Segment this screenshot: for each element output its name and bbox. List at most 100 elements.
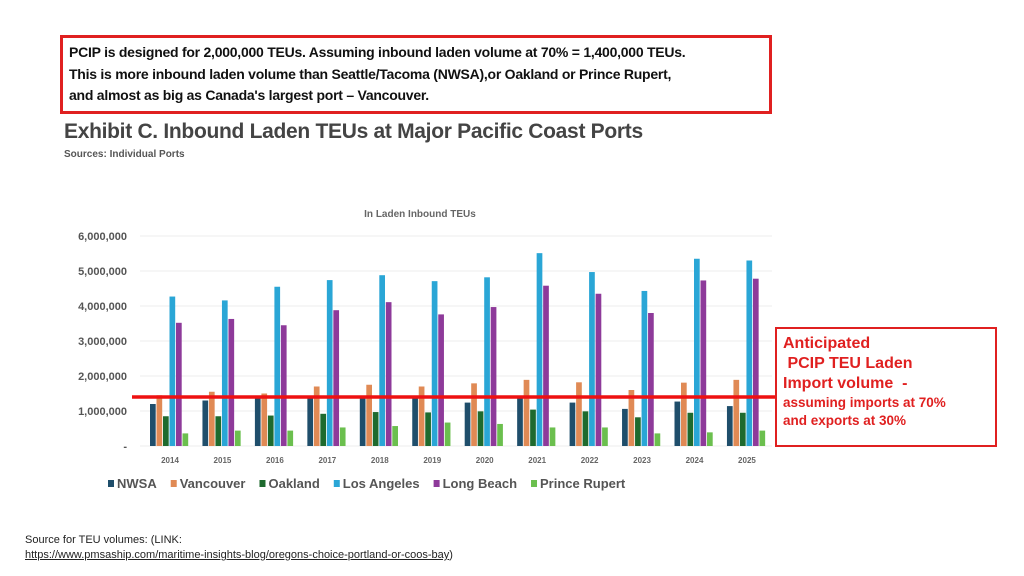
chart-title: In Laden Inbound TEUs	[364, 209, 476, 220]
bar-oakland-2023	[635, 417, 641, 446]
bar-long-beach-2017	[333, 310, 340, 446]
bar-los-angeles-2014	[169, 296, 176, 446]
bar-prince-rupert-2019	[444, 422, 451, 446]
bar-los-angeles-2021	[536, 253, 543, 446]
bar-long-beach-2019	[438, 314, 444, 446]
x-tick-label: 2020	[476, 456, 494, 465]
legend-swatch-nwsa	[108, 480, 114, 487]
x-tick-label: 2021	[528, 456, 546, 465]
pcip-note-box: PCIP is designed for 2,000,000 TEUs. Ass…	[60, 35, 772, 114]
callout-line-5: and exports at 30%	[783, 413, 907, 428]
bar-vancouver-2025	[733, 379, 740, 446]
bar-nwsa-2017	[307, 397, 314, 446]
bar-vancouver-2019	[418, 386, 425, 446]
anticipated-volume-callout: Anticipated PCIP TEU Laden Import volume…	[775, 327, 997, 447]
x-tick-label: 2019	[423, 456, 441, 465]
legend-label: Los Angeles	[343, 476, 420, 491]
bar-prince-rupert-2024	[707, 432, 713, 446]
bar-long-beach-2024	[700, 280, 707, 446]
bar-long-beach-2016	[280, 325, 287, 446]
bar-nwsa-2018	[359, 397, 366, 446]
x-tick-label: 2025	[738, 456, 756, 465]
x-tick-label: 2016	[266, 456, 284, 465]
bar-oakland-2014	[163, 416, 169, 446]
x-tick-label: 2023	[633, 456, 651, 465]
bar-vancouver-2018	[366, 384, 372, 446]
bar-vancouver-2022	[576, 382, 582, 446]
source-link[interactable]: https://www.pmsaship.com/maritime-insigh…	[25, 549, 450, 561]
x-tick-label: 2022	[581, 456, 599, 465]
bar-oakland-2017	[320, 413, 327, 446]
bar-vancouver-2016	[261, 393, 268, 446]
bar-los-angeles-2016	[274, 286, 281, 446]
bar-los-angeles-2025	[746, 260, 753, 446]
bar-prince-rupert-2023	[654, 433, 661, 446]
legend-label: Prince Rupert	[540, 476, 626, 491]
legend-swatch-prince-rupert	[531, 480, 538, 487]
bar-oakland-2018	[372, 412, 379, 446]
legend-label: Oakland	[268, 476, 319, 491]
y-tick-label: 1,000,000	[78, 406, 127, 418]
bar-long-beach-2015	[228, 318, 235, 446]
bar-nwsa-2016	[254, 397, 261, 446]
source-close: )	[449, 549, 453, 561]
bar-oakland-2019	[425, 412, 431, 446]
bar-oakland-2016	[267, 415, 274, 446]
bar-vancouver-2024	[681, 382, 687, 446]
bar-nwsa-2025	[726, 406, 733, 446]
bar-prince-rupert-2017	[339, 427, 346, 446]
x-tick-label: 2014	[161, 456, 179, 465]
y-tick-label: 4,000,000	[78, 301, 127, 313]
bar-nwsa-2024	[674, 401, 681, 446]
bar-prince-rupert-2014	[182, 433, 189, 446]
bar-los-angeles-2022	[589, 272, 595, 446]
bar-los-angeles-2017	[326, 280, 333, 446]
bar-vancouver-2014	[156, 395, 163, 446]
legend-swatch-vancouver	[170, 480, 177, 487]
bar-los-angeles-2020	[484, 277, 490, 446]
note-line-1: PCIP is designed for 2,000,000 TEUs. Ass…	[69, 44, 686, 60]
bar-vancouver-2017	[313, 386, 320, 446]
bar-oakland-2024	[687, 412, 694, 446]
callout-line-2: PCIP TEU Laden	[783, 355, 913, 372]
exhibit-sources: Sources: Individual Ports	[64, 149, 185, 160]
source-footer: Source for TEU volumes: (LINK: https://w…	[25, 533, 453, 563]
bar-prince-rupert-2018	[392, 426, 398, 446]
bar-oakland-2022	[582, 411, 589, 446]
legend-label: Vancouver	[180, 476, 246, 491]
note-line-3: and almost as big as Canada's largest po…	[69, 87, 429, 103]
bar-los-angeles-2018	[379, 275, 385, 446]
y-tick-label: 2,000,000	[78, 371, 127, 383]
bar-long-beach-2018	[385, 302, 392, 446]
y-tick-label: 6,000,000	[78, 231, 127, 243]
bar-nwsa-2021	[517, 397, 523, 446]
callout-line-3: Import volume -	[783, 375, 908, 392]
x-tick-label: 2017	[318, 456, 336, 465]
bar-oakland-2021	[530, 409, 536, 446]
legend-label: NWSA	[117, 476, 157, 491]
bar-long-beach-2022	[595, 293, 602, 446]
bar-prince-rupert-2025	[759, 430, 766, 446]
y-tick-label: -	[123, 441, 127, 453]
x-tick-label: 2015	[214, 456, 232, 465]
bar-vancouver-2023	[628, 390, 635, 446]
bar-nwsa-2015	[202, 400, 209, 446]
note-line-2: This is more inbound laden volume than S…	[69, 65, 672, 82]
bar-oakland-2025	[739, 412, 746, 446]
bar-prince-rupert-2021	[549, 427, 556, 446]
bar-prince-rupert-2022	[602, 427, 608, 446]
bar-nwsa-2014	[150, 404, 156, 446]
y-tick-label: 5,000,000	[78, 266, 127, 278]
bar-oakland-2020	[477, 411, 484, 446]
bar-prince-rupert-2020	[497, 423, 503, 446]
bar-vancouver-2020	[471, 383, 477, 446]
bar-vancouver-2015	[208, 391, 215, 446]
bar-vancouver-2021	[523, 379, 530, 446]
bar-long-beach-2025	[752, 278, 759, 446]
bar-los-angeles-2023	[641, 290, 648, 446]
legend-label: Long Beach	[443, 476, 517, 491]
legend-swatch-long-beach	[433, 480, 440, 487]
bar-prince-rupert-2015	[234, 430, 241, 446]
bar-nwsa-2023	[622, 408, 628, 446]
bar-nwsa-2020	[464, 402, 471, 446]
